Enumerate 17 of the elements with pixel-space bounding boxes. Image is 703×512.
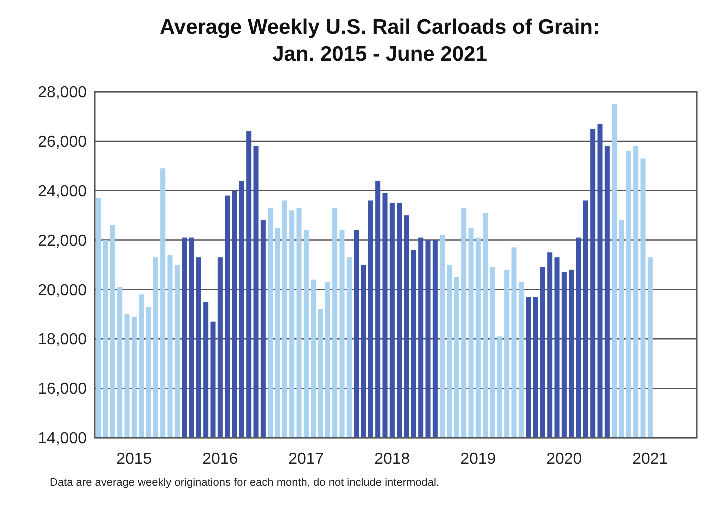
x-tick-label: 2016 <box>202 451 238 468</box>
y-tick-label: 24,000 <box>38 183 88 200</box>
y-tick-label: 14,000 <box>38 430 88 448</box>
x-tick-label: 2019 <box>460 451 496 468</box>
y-tick-label: 26,000 <box>38 134 88 152</box>
x-tick-label: 2018 <box>374 451 410 468</box>
y-tick-label: 16,000 <box>38 381 88 398</box>
x-tick-label: 2015 <box>116 451 152 468</box>
y-tick-label: 28,000 <box>38 84 88 102</box>
y-tick-label: 18,000 <box>38 332 88 349</box>
text: Data are average weekly originations for each month, do not include intermodal. <box>50 477 440 489</box>
x-tick-label: 2021 <box>632 451 668 468</box>
x-tick-label: 2020 <box>546 451 582 468</box>
y-tick-label: 20,000 <box>38 282 88 300</box>
chart-title: Average Weekly U.S. Rail Carloads of Grain: Jan. 2015 - June 2021 <box>160 16 600 66</box>
x-tick-label: 2017 <box>288 451 324 468</box>
y-tick-label: 22,000 <box>38 232 88 250</box>
